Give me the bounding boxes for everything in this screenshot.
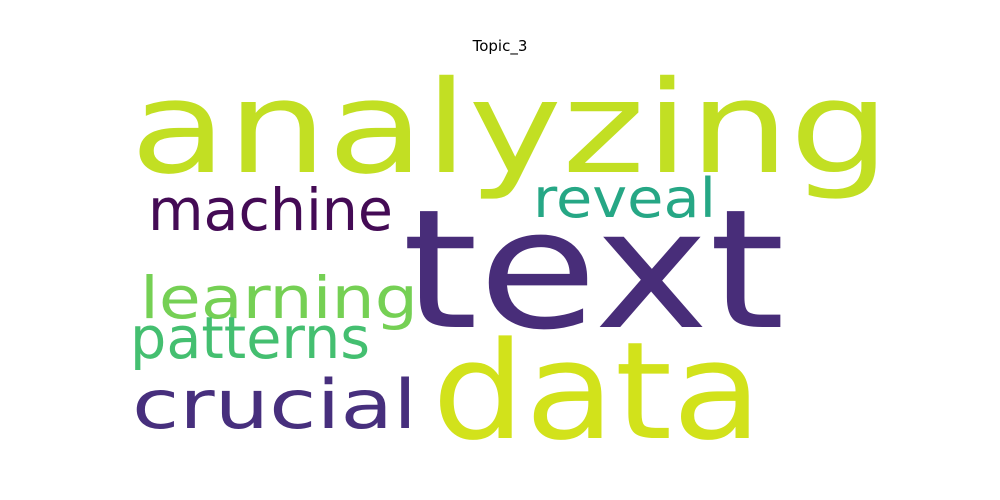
word-data: data <box>432 313 762 470</box>
word-learning: learning <box>140 264 418 332</box>
topic-title: Topic_3 <box>472 37 528 55</box>
word-machine: machine <box>148 176 393 244</box>
word-patterns: patterns <box>130 304 370 372</box>
word-analyzing: analyzing <box>130 54 890 203</box>
word-text: text <box>402 174 785 366</box>
word-reveal: reveal <box>533 167 716 230</box>
word-crucial: crucial <box>132 366 417 445</box>
